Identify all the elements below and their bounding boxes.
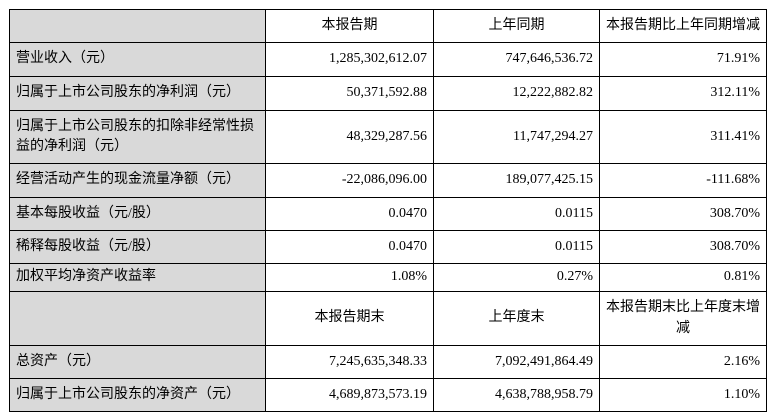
- value-prior-period: 11,747,294.27: [433, 110, 600, 164]
- value-change: -111.68%: [599, 163, 767, 198]
- table-row: 加权平均净资产收益率 1.08% 0.27% 0.81%: [9, 263, 767, 292]
- value-change: 312.11%: [599, 76, 767, 111]
- table-row: 基本每股收益（元/股） 0.0470 0.0115 308.70%: [9, 197, 767, 231]
- value-current-period: 4,689,873,573.19: [265, 378, 434, 412]
- table-row: 本报告期 上年同期 本报告期比上年同期增减: [9, 9, 767, 43]
- value-change: 2.16%: [599, 345, 767, 379]
- value-current-period: 48,329,287.56: [265, 110, 434, 164]
- value-prior-period: 4,638,788,958.79: [433, 378, 600, 412]
- value-prior-period: 0.0115: [433, 230, 600, 264]
- metric-label: 稀释每股收益（元/股）: [9, 230, 266, 264]
- metric-label: 经营活动产生的现金流量净额（元）: [9, 163, 266, 198]
- table-row: 本报告期末 上年度末 本报告期末比上年度末增减: [9, 291, 767, 346]
- table-row: 归属于上市公司股东的扣除非经常性损益的净利润（元） 48,329,287.56 …: [9, 110, 767, 164]
- metric-label: 总资产（元）: [9, 345, 266, 379]
- table-row: 归属于上市公司股东的净利润（元） 50,371,592.88 12,222,88…: [9, 76, 767, 111]
- value-prior-period: 747,646,536.72: [433, 42, 600, 77]
- key-financials-table: 本报告期 上年同期 本报告期比上年同期增减 营业收入（元） 1,285,302,…: [9, 9, 767, 412]
- value-current-period: 7,245,635,348.33: [265, 345, 434, 379]
- table-row: 营业收入（元） 1,285,302,612.07 747,646,536.72 …: [9, 42, 767, 77]
- value-current-period: 1,285,302,612.07: [265, 42, 434, 77]
- table-row: 归属于上市公司股东的净资产（元） 4,689,873,573.19 4,638,…: [9, 378, 767, 412]
- metric-label: 基本每股收益（元/股）: [9, 197, 266, 231]
- value-change: 308.70%: [599, 230, 767, 264]
- value-prior-period: 0.0115: [433, 197, 600, 231]
- value-prior-period: 7,092,491,864.49: [433, 345, 600, 379]
- metric-label: 归属于上市公司股东的净资产（元）: [9, 378, 266, 412]
- value-change: 71.91%: [599, 42, 767, 77]
- value-current-period: 0.0470: [265, 230, 434, 264]
- header-change: 本报告期比上年同期增减: [599, 9, 767, 43]
- value-current-period: 50,371,592.88: [265, 76, 434, 111]
- value-change: 0.81%: [599, 263, 767, 292]
- metric-label: 归属于上市公司股东的净利润（元）: [9, 76, 266, 111]
- value-current-period: 0.0470: [265, 197, 434, 231]
- header-prior-period: 上年同期: [433, 9, 600, 43]
- value-prior-period: 12,222,882.82: [433, 76, 600, 111]
- table-row: 经营活动产生的现金流量净额（元） -22,086,096.00 189,077,…: [9, 163, 767, 198]
- value-current-period: -22,086,096.00: [265, 163, 434, 198]
- header-current-period: 本报告期: [265, 9, 434, 43]
- header-current-period-end: 本报告期末: [265, 291, 434, 346]
- header-change: 本报告期末比上年度末增减: [599, 291, 767, 346]
- value-change: 1.10%: [599, 378, 767, 412]
- metric-label: 营业收入（元）: [9, 42, 266, 77]
- value-current-period: 1.08%: [265, 263, 434, 292]
- value-prior-period: 0.27%: [433, 263, 600, 292]
- table-row: 稀释每股收益（元/股） 0.0470 0.0115 308.70%: [9, 230, 767, 264]
- metric-label: 加权平均净资产收益率: [9, 263, 266, 292]
- value-change: 308.70%: [599, 197, 767, 231]
- value-prior-period: 189,077,425.15: [433, 163, 600, 198]
- metric-label: 归属于上市公司股东的扣除非经常性损益的净利润（元）: [9, 110, 266, 164]
- header-prior-year-end: 上年度末: [433, 291, 600, 346]
- corner-cell: [9, 9, 266, 43]
- table-row: 总资产（元） 7,245,635,348.33 7,092,491,864.49…: [9, 345, 767, 379]
- corner-cell: [9, 291, 266, 346]
- value-change: 311.41%: [599, 110, 767, 164]
